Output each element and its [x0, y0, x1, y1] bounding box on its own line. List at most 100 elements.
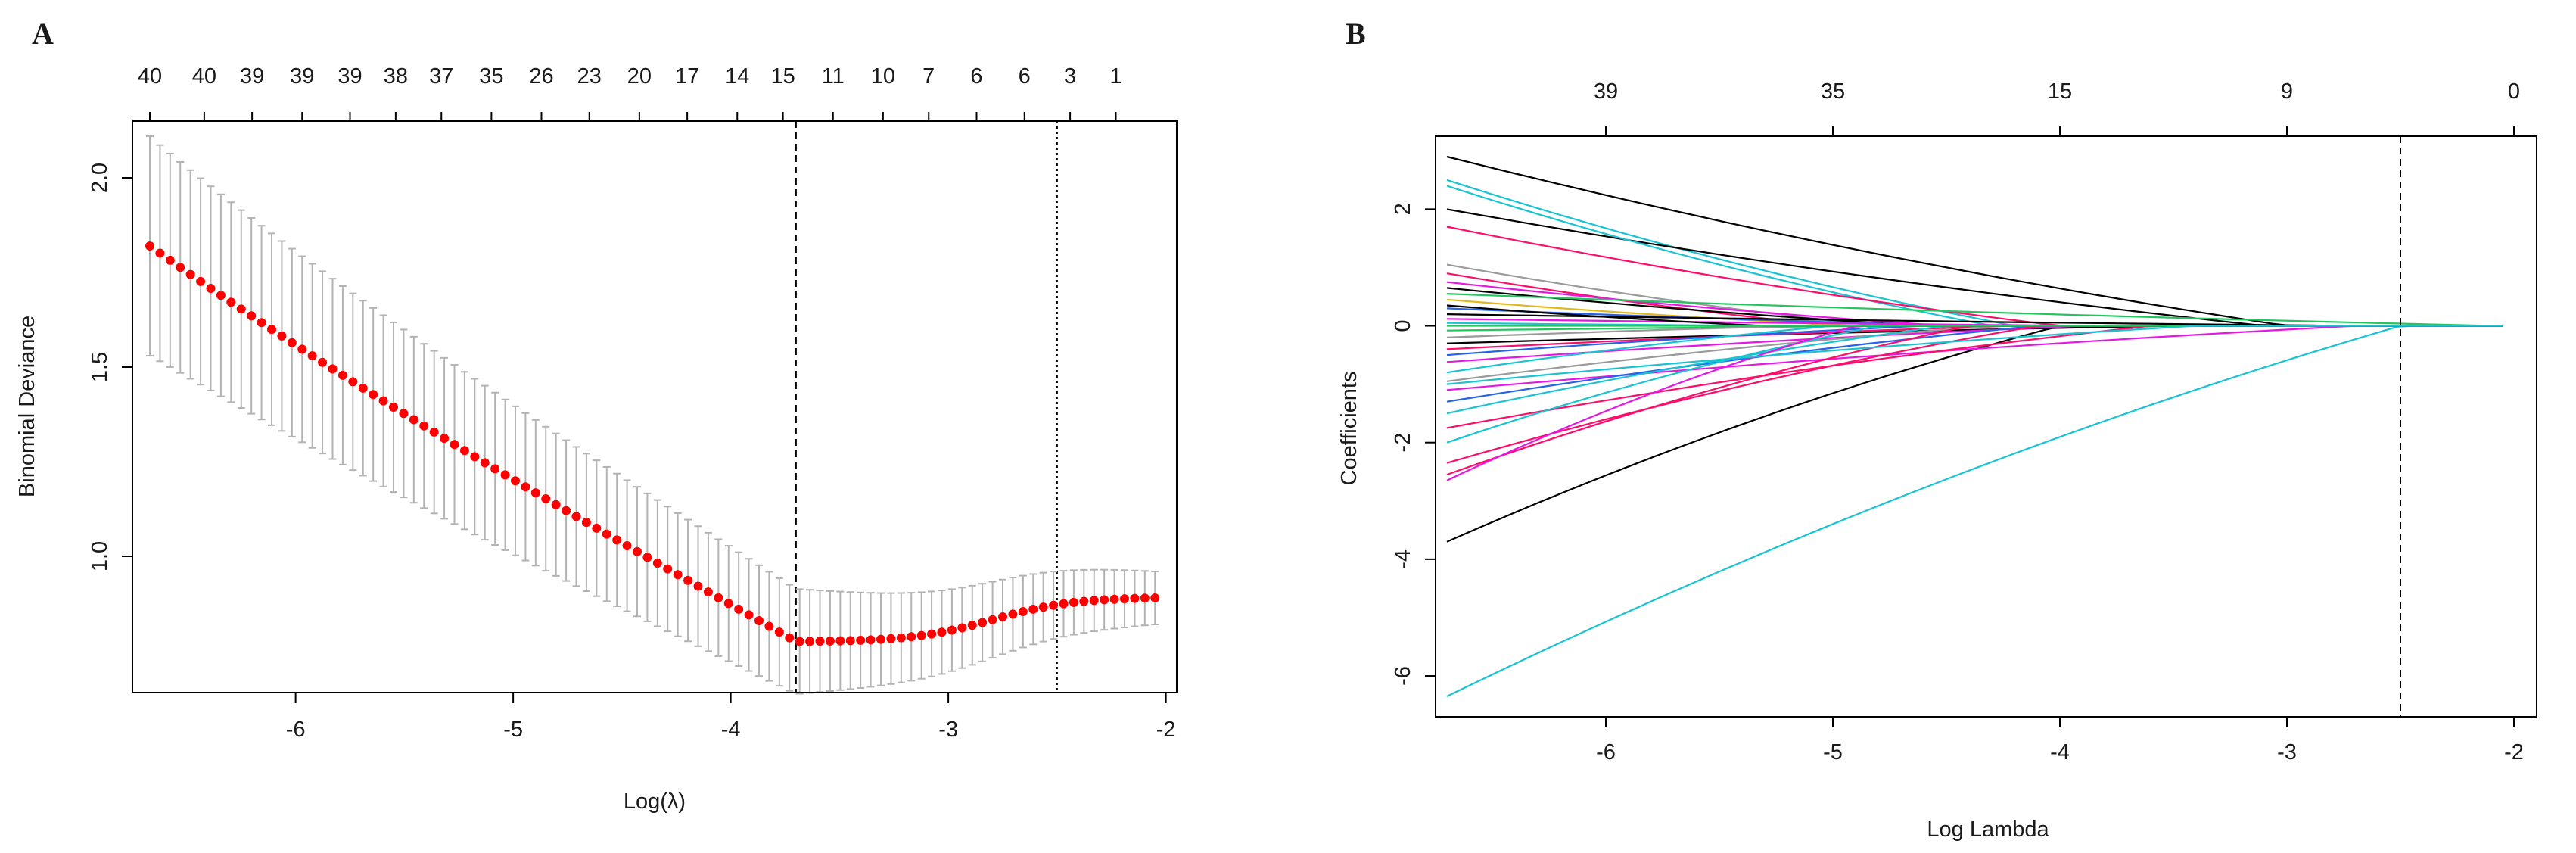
panel-a-x-tick-label: -2 [1156, 718, 1176, 742]
panel-a-deviance-point [450, 440, 459, 450]
panel-a-deviance-point [998, 612, 1007, 622]
panel-a-deviance-point [419, 421, 429, 431]
panel-a-deviance-point [459, 446, 469, 456]
panel-a-points [145, 241, 1160, 646]
panel-b-x-axis-title: Log Lambda [1927, 817, 2049, 842]
panel-a-deviance-point [1130, 593, 1140, 603]
panel-b-x-tick-label: -6 [1596, 740, 1616, 764]
panel-a-deviance-point [795, 637, 804, 646]
panel-b-coefficient-paths [1446, 155, 2503, 697]
panel-a-deviance-point [297, 344, 307, 354]
panel-a-top-tick-label: 40 [192, 64, 216, 89]
panel-a-deviance-point [318, 357, 328, 367]
panel-b-coef-path-var2 [1446, 325, 2503, 543]
panel-a-top-tick-label: 40 [138, 64, 162, 89]
panel-a-deviance-point [155, 248, 165, 258]
panel-a-deviance-point [633, 546, 642, 556]
panel-a-deviance-point [916, 630, 926, 640]
panel-b-top-tick-label: 0 [2508, 79, 2520, 104]
panel-a-top-tick-label: 6 [1019, 64, 1031, 89]
panel-a-deviance-point [378, 396, 388, 406]
panel-a-top-tick-label: 39 [290, 64, 314, 89]
panel-a-deviance-point [774, 627, 784, 637]
panel-b-y-axis: -6 -4 -2 0 2 [1391, 203, 1436, 686]
panel-a-deviance-point [581, 518, 591, 528]
panel-b-x-tick-label: -5 [1823, 740, 1843, 764]
panel-a-x-tick-label: -4 [721, 718, 741, 742]
panel-a-deviance-point [876, 634, 885, 644]
panel-a-x-tick-label: -5 [503, 718, 523, 742]
panel-a-deviance-point [805, 637, 815, 646]
panel-b-coef-path-var4 [1446, 179, 2503, 327]
panel-a-deviance-point [1150, 593, 1160, 602]
panel-a-deviance-point [1109, 594, 1119, 604]
panel-b-coef-path-var12 [1446, 293, 2503, 327]
panel-a-plot-frame [132, 120, 1178, 693]
panel-a-x-axis: -6 -5 -4 -3 -2 [286, 692, 1176, 742]
panel-a-deviance-point [602, 529, 611, 539]
panel-b-coef-path-var1 [1446, 325, 2503, 697]
panel-a-top-tick-label: 26 [529, 64, 553, 89]
panel-a-top-tick-label: 14 [725, 64, 749, 89]
panel-a-deviance-point [764, 621, 774, 631]
panel-a-deviance-point [307, 351, 317, 361]
panel-a-deviance-point [440, 434, 450, 444]
panel-a-deviance-point [267, 325, 276, 335]
panel-a-deviance-point [886, 634, 896, 643]
panel-a-deviance-point [358, 383, 368, 393]
panel-a-top-tick-label: 37 [429, 64, 453, 89]
panel-a-deviance-point [866, 635, 876, 645]
panel-b-coef-path-var5 [1446, 208, 2503, 327]
panel-b-x-tick-label: -4 [2050, 740, 2070, 764]
panel-a-deviance-point [1120, 594, 1129, 604]
panel-b-y-tick-label: -4 [1391, 549, 1415, 569]
panel-a-deviance-point [612, 535, 622, 545]
panel-a-y-tick-label: 2.0 [88, 163, 112, 193]
panel-a-deviance-point [744, 610, 754, 620]
panel-a-deviance-point [562, 506, 571, 515]
panel-a-deviance-point [480, 458, 490, 468]
panel-a-top-tick-label: 35 [479, 64, 503, 89]
panel-a-deviance-point [988, 615, 997, 624]
panel-a-deviance-point [348, 377, 358, 387]
panel-a-deviance-point [490, 464, 500, 474]
panel-a-deviance-point [369, 390, 378, 400]
panel-a-deviance-point [947, 625, 957, 635]
panel-a-deviance-point [1028, 604, 1038, 614]
panel-b-x-tick-label: -3 [2277, 740, 2297, 764]
panel-b-label: B [1346, 17, 1366, 51]
panel-a-deviance-point [236, 304, 246, 314]
panel-a-deviance-point [592, 523, 602, 533]
panel-a-top-tick-label: 15 [770, 64, 795, 89]
panel-a-top-tick-label: 39 [338, 64, 362, 89]
panel-a-deviance-point [693, 581, 703, 591]
panel-a-deviance-point [277, 331, 287, 341]
panel-a-top-tick-label: 11 [822, 64, 845, 89]
panel-a-x-axis-title: Log(λ) [624, 789, 686, 814]
panel-a-deviance-point [856, 635, 866, 645]
panel-a-deviance-point [196, 276, 206, 286]
panel-b-y-axis-title: Coefficients [1337, 372, 1361, 486]
panel-a-deviance-point [1069, 597, 1078, 607]
panel-a-deviance-point [409, 415, 418, 425]
panel-a-deviance-point [652, 559, 662, 568]
panel-a-deviance-point [714, 593, 723, 602]
panel-a-top-axis: 40 40 39 39 39 38 37 35 26 23 20 17 14 15 11 10 7 6 6 3 1 [138, 64, 1122, 121]
panel-a-reference-lines [795, 121, 1058, 693]
panel-a-deviance-point [511, 476, 520, 486]
panel-a-deviance-point [226, 297, 236, 307]
panel-a-error-bars [146, 135, 1159, 695]
panel-a-top-tick-label: 23 [577, 64, 602, 89]
panel-a-deviance-point [907, 632, 916, 642]
panel-a-deviance-point [896, 633, 906, 643]
panel-a-deviance-point [500, 470, 510, 480]
panel-a-deviance-point [673, 570, 683, 580]
panel-a-y-tick-label: 1.5 [88, 352, 112, 382]
panel-a-deviance-point [145, 241, 154, 251]
panel-a-deviance-point [642, 553, 652, 562]
panel-a-deviance-point [185, 269, 195, 279]
panel-a-deviance-point [541, 493, 551, 503]
panel-a-y-axis: 1.0 1.5 2.0 [88, 163, 132, 571]
panel-a-top-tick-label: 3 [1064, 64, 1076, 89]
panel-b-x-tick-label: -2 [2504, 740, 2524, 764]
